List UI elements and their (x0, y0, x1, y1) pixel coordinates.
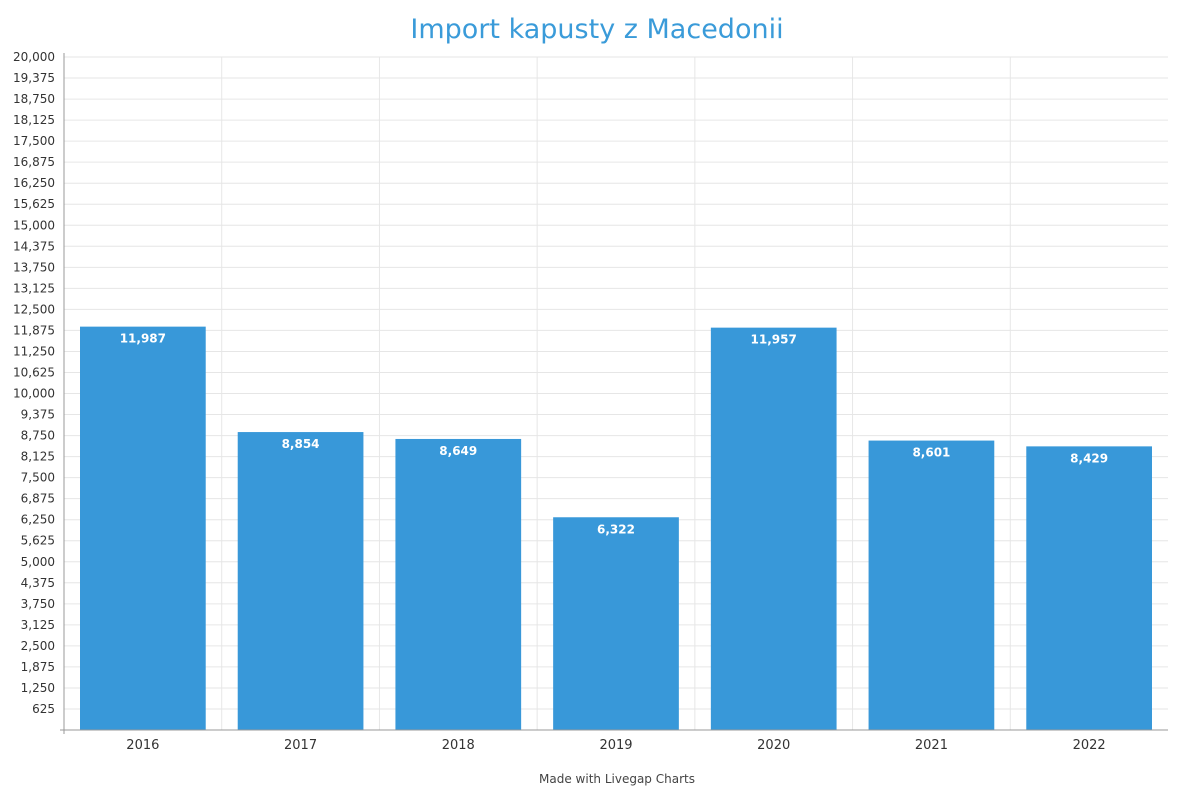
x-tick-label: 2019 (599, 738, 632, 753)
y-tick-label: 17,500 (13, 134, 55, 148)
data-labels: 11,987 8,854 8,649 6,322 11,957 8,601 8,429 (120, 332, 1108, 537)
y-tick-label: 10,000 (13, 387, 55, 401)
y-tick-label: 18,750 (13, 92, 55, 106)
bar-2017 (237, 432, 364, 730)
data-label-2022: 8,429 (1070, 451, 1108, 465)
bar-2021 (868, 440, 995, 730)
bar-2018 (395, 438, 522, 730)
y-tick-label: 16,250 (13, 176, 55, 190)
data-label-2016: 11,987 (120, 332, 166, 346)
x-tick-label: 2022 (1073, 738, 1106, 753)
y-tick-label: 20,000 (13, 50, 55, 64)
y-tick-label: 9,375 (21, 408, 55, 422)
y-tick-label: 5,000 (21, 555, 55, 569)
bar-2019 (553, 517, 679, 730)
x-tick-label: 2017 (284, 738, 317, 753)
y-tick-label: 18,125 (13, 113, 55, 127)
data-label-2021: 8,601 (912, 446, 950, 460)
x-tick-label: 2020 (757, 738, 790, 753)
y-tick-label: 12,500 (13, 302, 55, 316)
y-tick-label: 3,125 (21, 618, 55, 632)
y-tick-label: 13,125 (13, 281, 55, 295)
data-label-2017: 8,854 (282, 437, 320, 451)
y-tick-label: 1,875 (21, 660, 55, 674)
credit-text: Made with Livegap Charts (539, 772, 695, 786)
y-axis-ticks: 625 1,250 1,875 2,500 3,125 3,750 4,375 5,000 5,… (13, 50, 55, 716)
data-label-2019: 6,322 (597, 522, 635, 536)
x-tick-label: 2021 (915, 738, 948, 753)
y-tick-label: 15,625 (13, 197, 55, 211)
y-tick-label: 10,625 (13, 365, 55, 379)
axes (60, 53, 1168, 734)
y-tick-label: 8,125 (21, 450, 55, 464)
y-tick-label: 7,500 (21, 471, 55, 485)
y-tick-label: 16,875 (13, 155, 55, 169)
y-tick-label: 19,375 (13, 71, 55, 85)
bar-2020 (710, 327, 837, 730)
bar-2022 (1026, 446, 1152, 730)
y-tick-label: 2,500 (21, 639, 55, 653)
chart-title: Import kapusty z Macedonii (410, 14, 783, 45)
y-tick-label: 13,750 (13, 260, 55, 274)
y-tick-label: 11,250 (13, 344, 55, 358)
y-tick-label: 625 (32, 702, 55, 716)
data-label-2020: 11,957 (751, 333, 797, 347)
data-label-2018: 8,649 (439, 444, 477, 458)
bar-2016 (80, 326, 206, 730)
y-tick-label: 6,875 (21, 492, 55, 506)
y-tick-label: 8,750 (21, 429, 55, 443)
y-tick-label: 11,875 (13, 323, 55, 337)
x-tick-label: 2016 (126, 738, 159, 753)
bars (80, 326, 1152, 730)
x-tick-label: 2018 (442, 738, 475, 753)
y-tick-label: 3,750 (21, 597, 55, 611)
x-axis-ticks: 2016 2017 2018 2019 2020 2021 2022 (126, 738, 1105, 753)
y-tick-label: 1,250 (21, 681, 55, 695)
y-tick-label: 15,000 (13, 218, 55, 232)
y-tick-label: 5,625 (21, 534, 55, 548)
y-tick-label: 4,375 (21, 576, 55, 590)
y-tick-label: 6,250 (21, 513, 55, 527)
y-tick-label: 14,375 (13, 239, 55, 253)
